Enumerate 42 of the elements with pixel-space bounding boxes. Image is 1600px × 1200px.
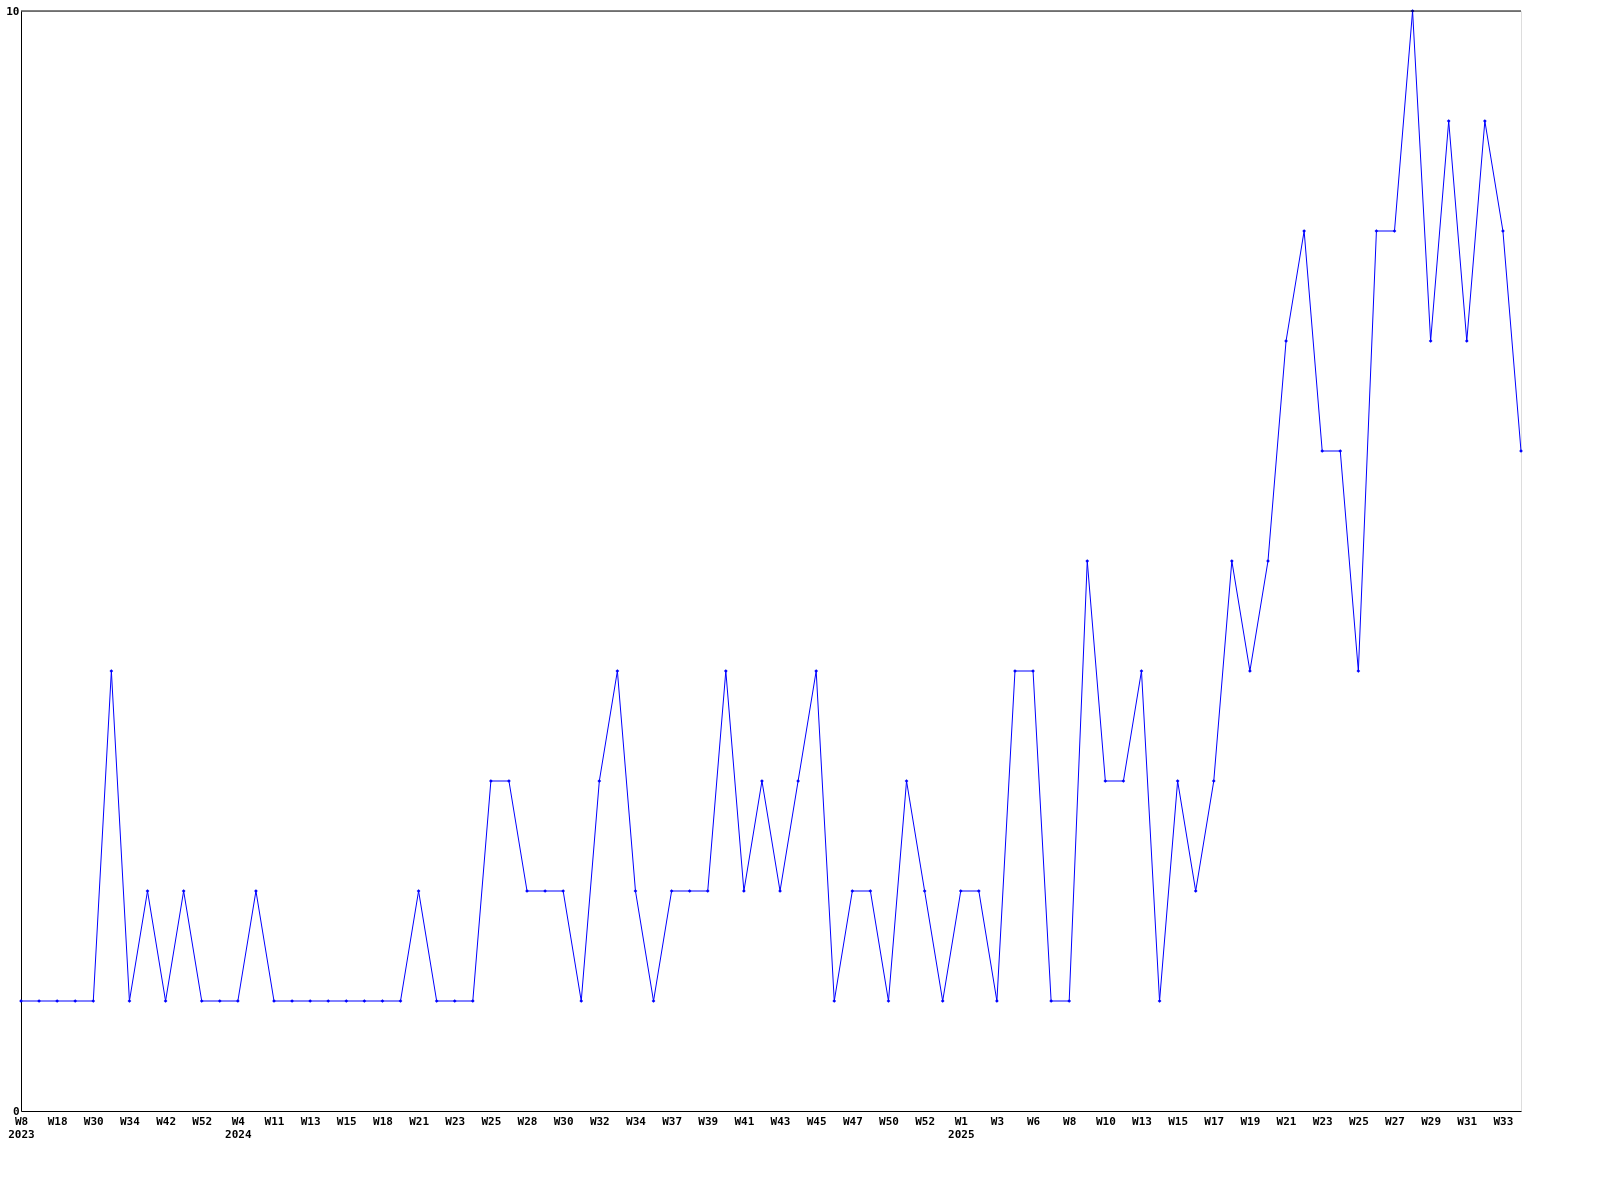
x-tick-label: W8 [1063, 1114, 1077, 1128]
x-tick-label: W25 [481, 1114, 502, 1128]
x-tick-label: W30 [83, 1114, 104, 1128]
x-tick-label: W45 [806, 1114, 827, 1128]
x-tick-label: W18 [373, 1114, 393, 1128]
x-tick-label: W15 [336, 1114, 357, 1128]
x-tick-label: W34 [120, 1114, 141, 1128]
x-tick-label: W23 [1312, 1114, 1333, 1128]
x-tick-label: W29 [1421, 1114, 1442, 1128]
x-tick-label: W31 [1457, 1114, 1478, 1128]
x-tick-label: W50 [879, 1114, 899, 1128]
x-tick-label: W18 [47, 1114, 68, 1128]
x-tick-label: W28 [517, 1114, 538, 1128]
x-tick-label: W25 [1348, 1114, 1369, 1128]
x-tick-label: W21 [409, 1114, 430, 1128]
x-tick-label: W13 [300, 1114, 321, 1128]
x-tick-label: W6 [1026, 1114, 1041, 1128]
x-tick-label: W23 [445, 1114, 466, 1128]
x-tick-label: W17 [1204, 1114, 1225, 1128]
x-tick-label: W30 [553, 1114, 574, 1128]
x-tick-label: W15 [1168, 1114, 1189, 1128]
x-tick-label: W1 2025 [948, 1114, 975, 1141]
x-tick-label: W27 [1385, 1114, 1405, 1128]
x-tick-label: W39 [698, 1114, 719, 1128]
x-tick-label: W43 [770, 1114, 791, 1128]
x-tick-label: W21 [1276, 1114, 1297, 1128]
x-tick-label: W4 2024 [225, 1114, 252, 1141]
y-tick-label: 10 [6, 4, 20, 18]
x-tick-label: W34 [626, 1114, 647, 1128]
x-tick-label: W42 [156, 1114, 177, 1128]
x-tick-label: W41 [734, 1114, 755, 1128]
x-tick-label: W52 [192, 1114, 213, 1128]
x-tick-label: W33 [1493, 1114, 1514, 1128]
x-tick-label: W47 [842, 1114, 863, 1128]
x-tick-label: W19 [1240, 1114, 1261, 1128]
x-tick-label: W13 [1132, 1114, 1152, 1128]
x-tick-label: W10 [1095, 1114, 1116, 1128]
x-tick-label: W37 [662, 1114, 683, 1128]
x-tick-label: W3 [990, 1114, 1005, 1128]
x-tick-label: W32 [589, 1114, 610, 1128]
x-tick-label: W11 [264, 1114, 285, 1128]
x-tick-label: W52 [915, 1114, 936, 1128]
